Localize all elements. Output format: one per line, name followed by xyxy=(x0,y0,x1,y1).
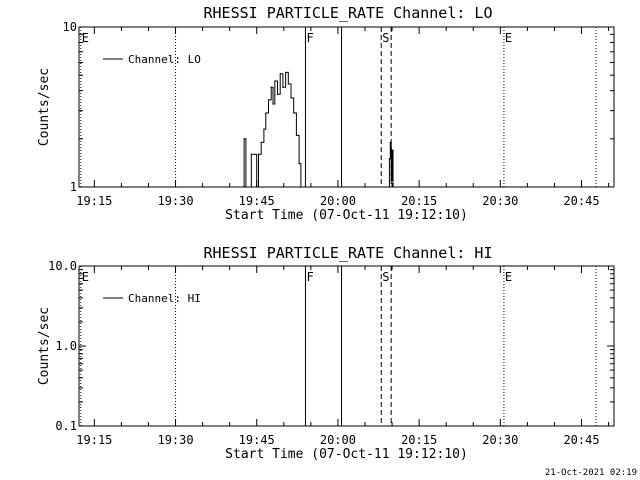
data-point xyxy=(260,141,262,143)
x-tick-label: 20:30 xyxy=(482,194,518,208)
data-point xyxy=(243,138,245,140)
marker-label: F xyxy=(306,270,313,284)
data-point xyxy=(293,112,295,114)
data-point xyxy=(270,86,272,88)
data-point xyxy=(392,186,394,188)
x-tick-label: 19:30 xyxy=(157,433,193,447)
x-axis-label: Start Time (07-Oct-11 19:12:10) xyxy=(225,447,468,462)
data-point xyxy=(387,186,390,188)
data-point xyxy=(263,128,265,130)
marker-label: E xyxy=(505,270,512,284)
chart-title-hi: RHESSI PARTICLE_RATE Channel: HI xyxy=(204,244,493,262)
x-tick-label: 19:15 xyxy=(76,194,112,208)
footer-timestamp: 21-Oct-2021 02:19 xyxy=(545,468,637,478)
data-point xyxy=(287,83,289,85)
marker-label: S xyxy=(382,270,389,284)
data-point xyxy=(274,80,276,82)
x-tick-label: 19:15 xyxy=(76,433,112,447)
marker-label: E xyxy=(505,31,512,45)
x-tick-label: 20:45 xyxy=(563,433,599,447)
data-point xyxy=(245,186,247,188)
legend-label: Channel: LO xyxy=(128,53,201,66)
data-point xyxy=(256,186,258,188)
data-point xyxy=(388,158,390,160)
marker-label: E xyxy=(82,270,89,284)
data-point xyxy=(290,97,292,99)
data-point xyxy=(300,186,302,188)
x-tick-label: 20:30 xyxy=(482,433,518,447)
data-point xyxy=(389,141,391,143)
y-tick-label: 1.0 xyxy=(55,339,77,353)
data-point xyxy=(298,163,300,165)
x-tick-label: 19:45 xyxy=(239,433,275,447)
x-tick-label: 19:30 xyxy=(157,194,193,208)
y-tick-label: 10.0 xyxy=(48,259,77,273)
data-point xyxy=(250,153,252,155)
data-point xyxy=(265,112,267,114)
data-point xyxy=(285,71,287,74)
data-point xyxy=(272,103,274,105)
x-tick-label: 20:15 xyxy=(401,194,437,208)
data-point xyxy=(267,99,270,101)
x-axis-label: Start Time (07-Oct-11 19:12:10) xyxy=(225,208,468,223)
y-tick-label: 1 xyxy=(70,180,77,194)
y-tick-label: 0.1 xyxy=(55,419,77,433)
y-tick-label: 10 xyxy=(63,20,77,34)
x-tick-label: 20:00 xyxy=(320,433,356,447)
data-point xyxy=(276,93,279,95)
data-point xyxy=(295,134,298,137)
marker-label: F xyxy=(306,31,313,45)
chart-title-lo: RHESSI PARTICLE_RATE Channel: LO xyxy=(204,4,493,22)
x-tick-label: 20:00 xyxy=(320,194,356,208)
y-axis-label: Counts/sec xyxy=(37,307,52,385)
x-tick-label: 20:15 xyxy=(401,433,437,447)
chart-panel-hi: RHESSI PARTICLE_RATE Channel: HI E F S E 19:… xyxy=(37,244,615,462)
legend-label: Channel: HI xyxy=(128,292,201,305)
x-tick-label: 20:45 xyxy=(563,194,599,208)
data-point xyxy=(279,73,281,75)
data-point xyxy=(390,179,392,181)
marker-label: S xyxy=(382,31,389,45)
x-tick-label: 19:45 xyxy=(239,194,275,208)
marker-label: E xyxy=(82,31,89,45)
data-point xyxy=(391,149,393,151)
data-point xyxy=(282,86,284,88)
data-point xyxy=(257,153,260,155)
series-line-lo xyxy=(243,71,394,188)
data-point xyxy=(242,186,244,188)
y-axis-label: Counts/sec xyxy=(37,68,52,146)
chart-panel-lo: RHESSI PARTICLE_RATE Channel: LO E F S E 19:… xyxy=(37,4,615,223)
